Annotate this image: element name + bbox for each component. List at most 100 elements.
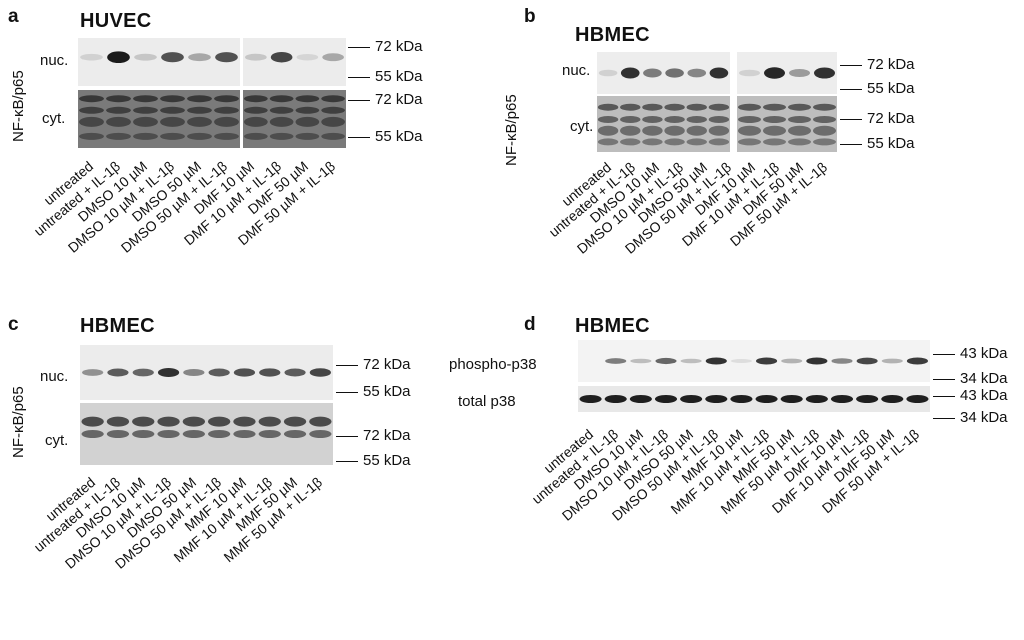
panel-c-title: HBMEC	[80, 315, 155, 337]
panel-c-nuc-band	[157, 368, 180, 377]
panel-d-blot	[578, 340, 930, 412]
panel-d-phospho-band	[730, 358, 752, 364]
panel-b-cyt-left-band	[664, 103, 685, 111]
panel-b-cyt-left-band	[686, 103, 707, 111]
panel-b-cyt-right-band	[813, 125, 836, 136]
panel-b-cyt-left-band	[642, 138, 663, 146]
panel-b-nuc-left-band	[598, 69, 618, 77]
panel-a-nuc-right-band	[245, 53, 267, 61]
panel-a-marker-72-nuc: 72 kDa	[348, 38, 423, 55]
panel-a-cyt-right-band	[321, 95, 345, 103]
panel-a-marker-72-cyt: 72 kDa	[348, 91, 423, 108]
panel-c-cyt-band	[81, 416, 104, 427]
panel-b-row-cyt: cyt.	[570, 118, 594, 135]
panel-d-phospho-band	[806, 357, 828, 365]
panel-a-blot	[78, 38, 346, 148]
panel-d-total-band	[730, 395, 753, 403]
panel-a-cyt-left-band	[106, 116, 131, 127]
panel-d-total-band	[906, 395, 929, 403]
panel-d-phospho-band	[680, 358, 702, 364]
panel-b-cyt-left-band	[708, 103, 730, 111]
panel-a-cyt-left-band	[214, 106, 239, 114]
panel-a-cyt-right-band	[321, 106, 345, 114]
panel-a-cyt-left-band	[187, 106, 212, 114]
panel-c-cyt-band	[81, 430, 104, 438]
panel-c-nuc-band	[233, 368, 256, 377]
panel-b-cyt-left-band	[597, 125, 619, 136]
panel-d-phospho-band	[756, 357, 778, 365]
panel-b-cyt-left-band	[708, 125, 730, 136]
panel-d-total-band	[780, 395, 803, 403]
panel-d-phospho-band	[881, 358, 903, 364]
panel-d-marker-34-total: 34 kDa	[933, 409, 1008, 426]
panel-a-cyt-left-band	[187, 116, 212, 127]
panel-d-phospho-band	[831, 358, 853, 364]
panel-d-phospho-band	[655, 357, 677, 365]
panel-b-cyt-right-band	[738, 116, 761, 124]
panel-b-nuc-right-band	[739, 69, 760, 77]
panel-c-cyt-band	[283, 430, 307, 438]
panel-c-nuc-band	[208, 368, 230, 377]
panel-b-cyt-right-band	[738, 125, 761, 136]
panel-a-cyt-left-band	[79, 116, 104, 127]
panel-d-phospho-band	[856, 357, 878, 365]
panel-b-cyt-right-band	[813, 138, 836, 146]
panel-c-blot	[80, 345, 333, 465]
panel-c-cyt-band	[233, 430, 256, 438]
panel-a-row-nuc: nuc.	[40, 52, 69, 69]
panel-d-row-phospho: phospho-p38	[449, 356, 537, 373]
panel-c-cyt-band	[309, 416, 332, 427]
panel-c-cyt-band	[309, 430, 332, 438]
panel-c-cyt-band	[132, 416, 155, 427]
panel-b-cyt-left-band	[597, 116, 619, 124]
panel-c-nuc-band	[183, 369, 205, 376]
panel-b-cyt-right-band	[738, 138, 761, 146]
panel-c-nuc-band	[259, 368, 281, 377]
panel-c-row-cyt: cyt.	[45, 432, 69, 449]
panel-c-letter: c	[8, 314, 19, 335]
panel-b-ylabel: NF-κB/p65	[503, 94, 520, 166]
panel-a-cyt-left-band	[133, 132, 158, 140]
panel-b-row-nuc: nuc.	[562, 62, 591, 79]
panel-b-cyt-right-band	[813, 116, 836, 124]
panel-a-nuc-left-band	[134, 53, 157, 61]
panel-a-cyt-left-band	[160, 116, 185, 127]
panel-a-cyt-left-band	[214, 132, 239, 140]
panel-b-cyt-right-band	[788, 116, 811, 124]
panel-b-cyt-left-band	[664, 138, 685, 146]
panel-c-cyt-band	[157, 430, 180, 438]
panel-d-phospho-band	[705, 357, 727, 365]
panel-d-total-band	[881, 395, 904, 403]
panel-b-nuc-right-band	[814, 67, 835, 79]
panel-a-cyt-right-band	[269, 116, 294, 127]
panel-a-cyt-left-band	[106, 95, 131, 103]
panel-a-cyt-left-strip	[78, 90, 240, 148]
panel-a-cyt-left-band	[133, 95, 158, 103]
panel-b-nuc-left-band	[687, 68, 707, 78]
panel-b-nuc-left-band	[665, 68, 684, 78]
panel-c-cyt-band	[258, 416, 281, 427]
panel-c-cyt-band	[106, 430, 130, 438]
panel-a-nuc-left-band	[188, 53, 211, 62]
panel-c-row-nuc: nuc.	[40, 368, 69, 385]
panel-a-cyt-right-band	[321, 116, 345, 127]
panel-a-title: HUVEC	[80, 10, 152, 32]
panel-b-nuc-right-band	[764, 67, 785, 79]
panel-a-cyt-left-band	[79, 132, 104, 140]
panel-a-cyt-left-band	[214, 116, 239, 127]
panel-a-cyt-left-band	[106, 132, 131, 140]
panel-c-cyt-band	[157, 416, 180, 427]
panel-a-letter: a	[8, 6, 19, 27]
panel-d-total-band	[629, 395, 652, 403]
panel-d-marker-34-phos: 34 kDa	[933, 370, 1008, 387]
panel-d-letter: d	[524, 314, 536, 335]
panel-b-cyt-left-band	[708, 138, 730, 146]
panel-b-cyt-left-band	[642, 103, 663, 111]
panel-b-marker-72-nuc: 72 kDa	[840, 56, 915, 73]
panel-d-phospho-band	[906, 357, 928, 365]
panel-b-cyt-left-band	[708, 116, 730, 124]
panel-a-nuc-left-band	[161, 52, 184, 63]
panel-a-cyt-right-band	[321, 132, 345, 140]
panel-a-nuc-right-strip	[243, 38, 346, 86]
panel-b-cyt-left-band	[597, 103, 619, 111]
